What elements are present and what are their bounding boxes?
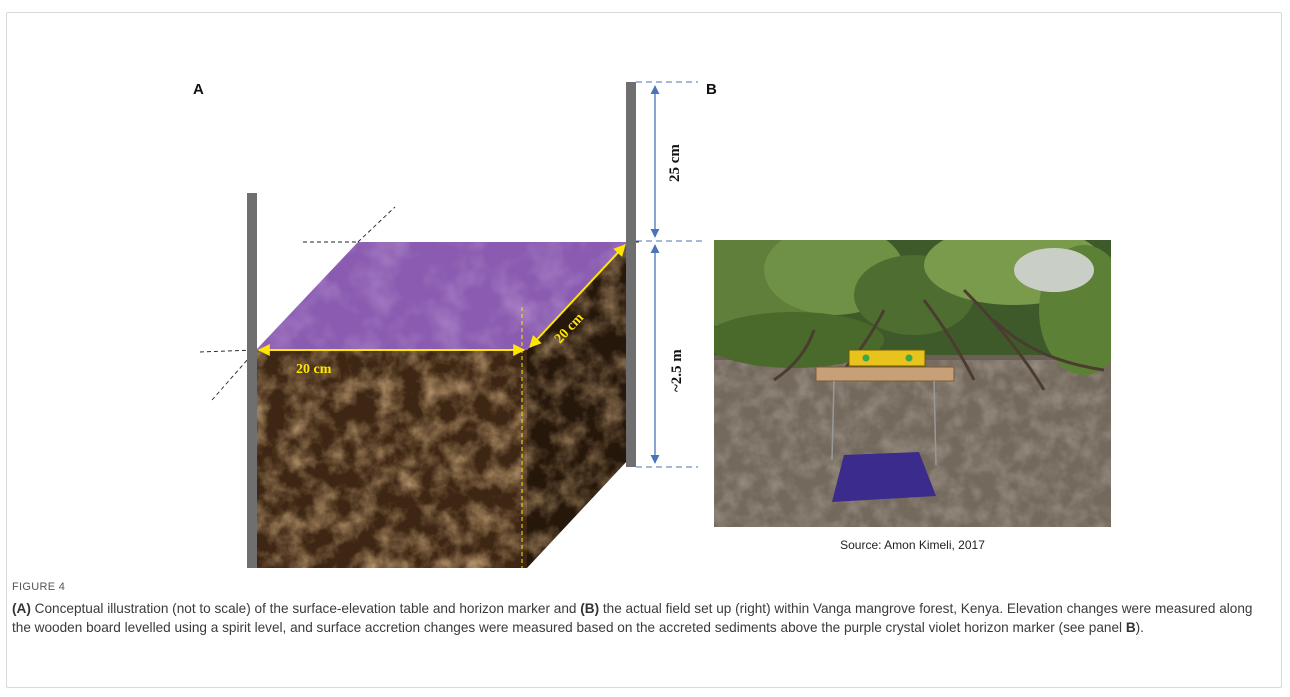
- caption-panel-a-ref: (A): [12, 601, 31, 616]
- level-bubble: [862, 354, 870, 362]
- field-photo: [714, 240, 1111, 527]
- right-pole: [626, 82, 636, 467]
- horizon-marker-patch: [832, 452, 936, 502]
- left-pole: [247, 193, 257, 568]
- bottom-height-label: ~2.5 m: [669, 349, 685, 392]
- field-photo-illustration: [714, 240, 1111, 527]
- mangrove-foliage: [714, 240, 1111, 375]
- support-rod: [831, 380, 835, 461]
- wooden-board: [815, 366, 955, 382]
- panel-label-a: A: [193, 81, 204, 98]
- figure-caption: (A) Conceptual illustration (not to scal…: [12, 599, 1262, 637]
- photo-credit: Source: Amon Kimeli, 2017: [840, 538, 985, 552]
- caption-text: the actual field set up (right) within V…: [12, 601, 1253, 635]
- width-label: 20 cm: [296, 362, 332, 377]
- support-rod: [933, 380, 937, 466]
- caption-panel-b-ref: B: [1125, 620, 1136, 635]
- panel-label-b: B: [706, 81, 717, 98]
- caption-panel-b-ref: (B): [580, 601, 600, 616]
- depth-dimension-arrow: [529, 244, 626, 348]
- spirit-level: [848, 349, 926, 367]
- caption-text: Conceptual illustration (not to scale) o…: [30, 601, 581, 616]
- figure-number: FIGURE 4: [12, 581, 66, 593]
- caption-text: ).: [1135, 620, 1144, 635]
- top-height-label: 25 cm: [667, 144, 683, 182]
- soil-front-face: [256, 350, 527, 568]
- level-bubble: [905, 354, 913, 362]
- blue-extension-lines: [636, 81, 705, 468]
